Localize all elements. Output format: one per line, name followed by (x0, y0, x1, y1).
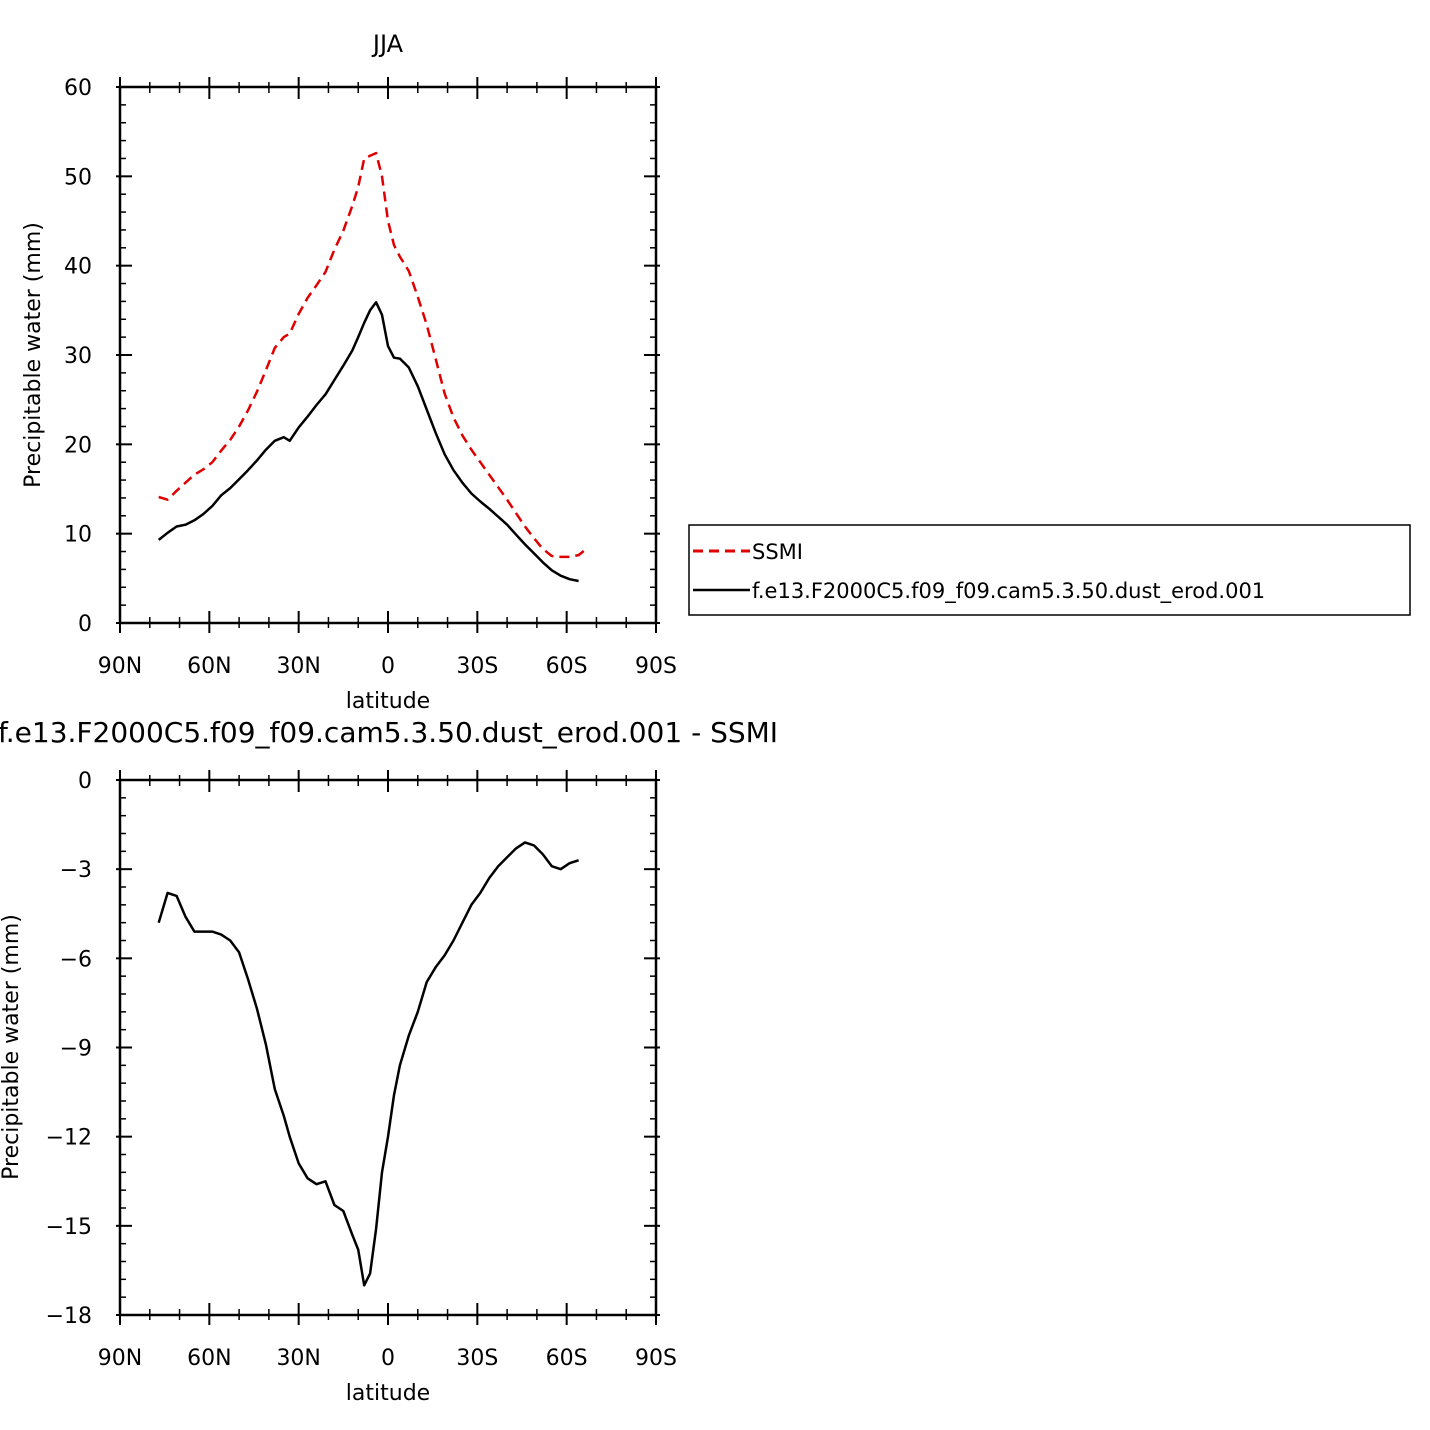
bottom-xtick-label: 30S (456, 1346, 498, 1371)
top-y-axis-label: Precipitable water (mm) (21, 222, 46, 488)
top-plot-frame (118, 85, 658, 625)
bottom-ytick-label: −12 (46, 1126, 92, 1151)
bottom-x-axis-label: latitude (346, 1381, 430, 1406)
bottom-chart-lines (157, 841, 579, 1287)
bottom-plot-frame (118, 778, 658, 1317)
legend-label-model: f.e13.F2000C5.f09_f09.cam5.3.50.dust_ero… (752, 579, 1265, 604)
bottom-ytick-label: −9 (60, 1037, 92, 1062)
bottom-xtick-label: 90N (98, 1346, 142, 1371)
top-xtick-label: 90S (635, 654, 677, 679)
top-ytick-label: 0 (78, 612, 92, 637)
bottom-ytick-label: 0 (78, 769, 92, 794)
top-xtick-label: 0 (381, 654, 395, 679)
top-ytick-label: 60 (64, 76, 92, 101)
bottom-y-axis-label: Precipitable water (mm) (0, 914, 24, 1180)
bottom-chart-title: f.e13.F2000C5.f09_f09.cam5.3.50.dust_ero… (0, 716, 778, 749)
bottom-ytick-label: −18 (46, 1304, 92, 1329)
bottom-series-line-0 (157, 841, 579, 1287)
top-xtick-label: 90N (98, 654, 142, 679)
bottom-xtick-label: 90S (635, 1346, 677, 1371)
top-ytick-label: 30 (64, 344, 92, 369)
top-xtick-label: 60S (546, 654, 588, 679)
bottom-ytick-label: −15 (46, 1215, 92, 1240)
legend: SSMI f.e13.F2000C5.f09_f09.cam5.3.50.dus… (688, 524, 1411, 616)
top-xtick-label: 30N (276, 654, 320, 679)
bottom-xtick-label: 60S (546, 1346, 588, 1371)
top-ytick-label: 10 (64, 523, 92, 548)
bottom-ytick-label: −3 (60, 858, 92, 883)
top-chart-title: JJA (371, 30, 404, 58)
top-xtick-label: 30S (456, 654, 498, 679)
bottom-ytick-label: −6 (60, 947, 92, 972)
top-ytick-label: 20 (64, 433, 92, 458)
legend-box (688, 524, 1411, 616)
bottom-xtick-label: 60N (187, 1346, 231, 1371)
top-chart-ticks: 0 10 20 30 40 50 60 90N 60N 30N 0 30S 60S 90S (64, 76, 677, 679)
top-ytick-label: 50 (64, 165, 92, 190)
top-series-line-0 (158, 151, 589, 559)
top-chart-lines (157, 151, 589, 583)
top-xtick-label: 60N (187, 654, 231, 679)
legend-label-ssmi: SSMI (752, 540, 803, 564)
top-series-line-1 (157, 301, 579, 583)
bottom-xtick-label: 30N (276, 1346, 320, 1371)
top-x-axis-label: latitude (346, 689, 430, 714)
top-ytick-label: 40 (64, 255, 92, 280)
bottom-xtick-label: 0 (381, 1346, 395, 1371)
